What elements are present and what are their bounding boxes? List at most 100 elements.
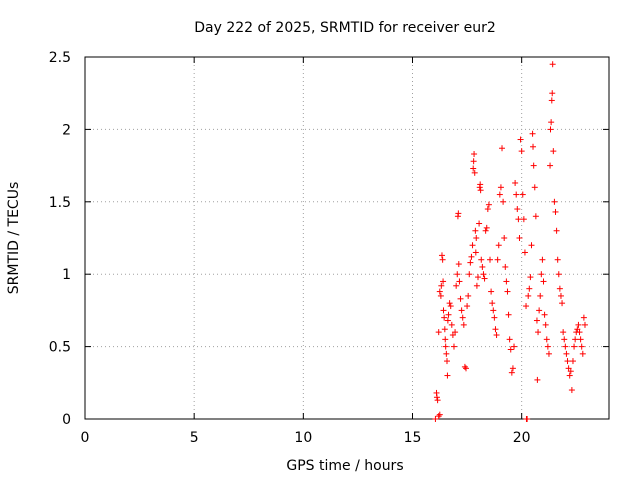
data-point-marker: [547, 162, 554, 169]
data-point-marker: [484, 206, 491, 213]
x-axis-title: GPS time / hours: [286, 458, 403, 474]
data-point-marker: [515, 216, 522, 223]
data-point-marker: [432, 416, 439, 422]
data-point-marker: [509, 365, 516, 372]
data-point-marker: [488, 288, 495, 295]
data-point-marker: [561, 336, 568, 343]
data-point-marker: [556, 285, 563, 292]
data-point-marker: [442, 343, 449, 350]
data-point-marker: [439, 256, 446, 263]
data-point-marker: [478, 256, 485, 263]
data-point-marker: [450, 343, 457, 350]
data-point-marker: [537, 292, 544, 299]
data-point-marker: [459, 314, 466, 321]
data-point-marker: [518, 148, 525, 155]
y-axis: 0 0.5 1 1.5 2 2.5: [49, 50, 609, 428]
grid-lines: [85, 57, 609, 419]
data-series: [432, 61, 588, 422]
data-point-marker: [483, 224, 490, 231]
data-point-marker: [552, 208, 559, 215]
data-point-marker: [436, 288, 443, 295]
data-point-marker: [528, 242, 535, 249]
data-point-marker: [539, 256, 546, 263]
data-point-marker: [536, 307, 543, 314]
data-point-marker: [479, 263, 486, 270]
data-point-marker: [435, 329, 442, 336]
data-point-marker: [456, 278, 463, 285]
data-point-marker: [511, 343, 518, 350]
data-point-marker: [559, 300, 566, 307]
data-point-marker: [499, 145, 506, 152]
data-point-marker: [441, 314, 448, 321]
data-point-marker: [568, 387, 575, 394]
data-point-marker: [531, 184, 538, 191]
data-point-marker: [529, 130, 536, 137]
data-point-marker: [444, 372, 451, 379]
data-point-marker: [481, 275, 488, 282]
x-axis: 0 5 10 15 20: [81, 57, 531, 446]
data-point-marker: [442, 336, 449, 343]
data-point-marker: [495, 242, 502, 249]
data-point-marker: [521, 249, 528, 256]
data-point-marker: [549, 90, 556, 97]
data-point-marker: [550, 148, 557, 155]
data-point-marker: [441, 326, 448, 333]
data-point-marker: [549, 61, 556, 68]
y-tick-label: 1: [62, 267, 71, 283]
data-point-marker: [569, 358, 576, 365]
data-point-marker: [492, 326, 499, 333]
data-point-marker: [489, 300, 496, 307]
data-point-marker: [540, 278, 547, 285]
data-point-marker: [502, 263, 509, 270]
data-point-marker: [471, 169, 478, 176]
data-point-marker: [517, 136, 524, 143]
data-point-marker: [506, 336, 513, 343]
data-point-marker: [477, 181, 484, 188]
data-point-marker: [564, 358, 571, 365]
data-point-marker: [505, 311, 512, 318]
data-point-marker: [445, 311, 452, 318]
data-point-marker: [541, 311, 548, 318]
y-tick-label: 0: [62, 412, 71, 428]
data-point-marker: [462, 365, 469, 372]
data-point-marker: [548, 97, 555, 104]
data-point-marker: [437, 292, 444, 299]
data-point-marker: [516, 235, 523, 241]
data-point-marker: [578, 343, 585, 350]
data-point-marker: [579, 350, 586, 357]
chart-title: Day 222 of 2025, SRMTID for receiver eur…: [194, 20, 496, 36]
data-point-marker: [554, 256, 561, 263]
data-point-marker: [460, 321, 467, 328]
data-point-marker: [476, 220, 483, 227]
data-point-marker: [553, 227, 560, 234]
data-point-marker: [530, 162, 537, 169]
data-point-marker: [571, 343, 578, 350]
data-point-marker: [501, 235, 508, 241]
data-point-marker: [519, 191, 526, 198]
data-point-marker: [567, 368, 574, 375]
data-point-marker: [508, 369, 515, 376]
data-point-marker: [532, 213, 539, 220]
data-point-marker: [547, 126, 554, 133]
data-point-marker: [455, 210, 462, 217]
x-tick-label: 20: [513, 430, 531, 446]
data-point-marker: [527, 274, 534, 281]
x-tick-label: 5: [190, 430, 199, 446]
data-point-marker: [491, 314, 498, 321]
data-point-marker: [496, 191, 503, 198]
data-point-marker: [545, 350, 552, 357]
data-point-marker: [472, 227, 479, 234]
data-point-marker: [475, 274, 481, 281]
data-point-marker: [485, 201, 492, 208]
data-point-marker: [444, 317, 451, 324]
y-axis-title: SRMTID / TECUs: [6, 182, 22, 295]
data-point-marker: [487, 256, 494, 263]
plot-area-frame: [84, 56, 610, 420]
data-point-marker: [530, 143, 537, 150]
data-point-marker: [512, 179, 519, 186]
data-point-marker: [436, 411, 443, 418]
data-point-marker: [434, 397, 441, 404]
data-point-marker: [538, 271, 545, 278]
data-point-marker: [467, 259, 474, 266]
data-point-marker: [493, 332, 500, 339]
